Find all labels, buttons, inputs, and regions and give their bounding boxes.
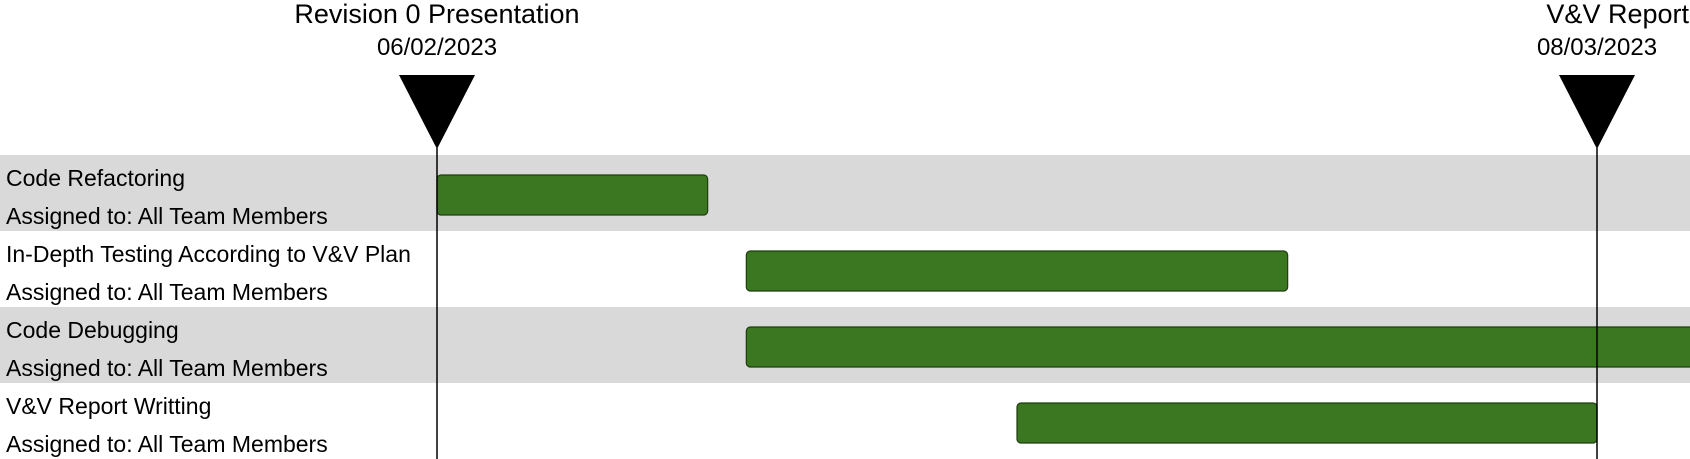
task-assignee: Assigned to: All Team Members	[6, 431, 328, 457]
row-background	[0, 155, 1690, 231]
task-assignee: Assigned to: All Team Members	[6, 203, 328, 229]
task-bar	[745, 250, 1289, 292]
task-bar	[745, 326, 1690, 368]
task-name: Code Debugging	[6, 317, 179, 343]
task-assignee: Assigned to: All Team Members	[6, 279, 328, 305]
milestone-title: V&V Report	[1546, 0, 1689, 29]
milestone-marker-icon	[1559, 75, 1635, 149]
task-bar	[1016, 402, 1598, 444]
milestone-date: 06/02/2023	[377, 34, 497, 61]
task-name: V&V Report Writting	[6, 393, 211, 419]
task-name: Code Refactoring	[6, 165, 185, 191]
milestone-title: Revision 0 Presentation	[294, 0, 579, 29]
task-assignee: Assigned to: All Team Members	[6, 355, 328, 381]
milestone-date: 08/03/2023	[1537, 34, 1657, 61]
task-name: In-Depth Testing According to V&V Plan	[6, 241, 411, 267]
task-bar	[436, 174, 709, 216]
milestone-marker-icon	[399, 75, 475, 149]
